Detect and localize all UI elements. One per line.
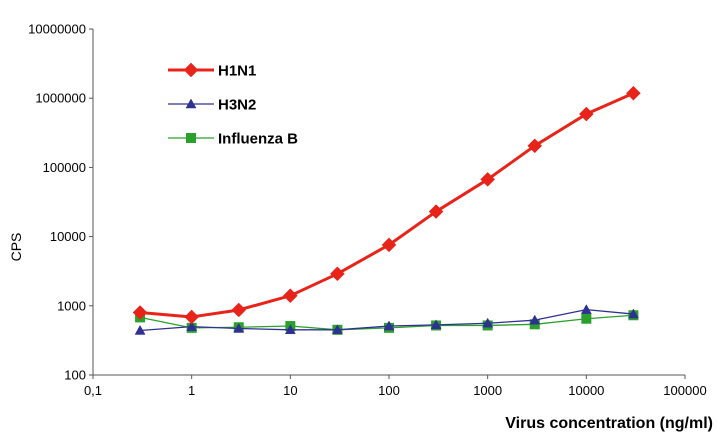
data-point-h3n2 bbox=[134, 324, 146, 335]
y-axis-title: CPS bbox=[8, 233, 24, 262]
legend-item-h1n1: H1N1 bbox=[168, 63, 256, 80]
y-tick-label: 10000000 bbox=[28, 22, 86, 37]
data-point-h3n2 bbox=[482, 317, 494, 328]
data-point-h1n1 bbox=[330, 266, 345, 282]
series-h1n1 bbox=[132, 85, 641, 325]
data-point-h1n1 bbox=[527, 138, 543, 154]
legend-item-h3n2: H3N2 bbox=[168, 97, 256, 114]
y-tick-label: 1000 bbox=[57, 298, 86, 313]
data-point-h3n2 bbox=[529, 314, 541, 325]
legend-item-influenza-b: Influenza B bbox=[168, 131, 298, 148]
y-tick-label: 1000000 bbox=[35, 91, 86, 106]
legend-marker-h1n1 bbox=[183, 62, 199, 78]
legend-marker-influenza-b bbox=[186, 133, 196, 143]
x-tick-label: 10000 bbox=[568, 383, 604, 398]
y-tick-label: 100 bbox=[64, 368, 86, 383]
data-point-influenza-b bbox=[581, 313, 592, 324]
y-tick-label: 10000 bbox=[50, 229, 86, 244]
data-point-h1n1 bbox=[626, 85, 641, 101]
x-axis-title: Virus concentration (ng/ml) bbox=[505, 415, 713, 432]
legend-label-h3n2: H3N2 bbox=[218, 97, 256, 114]
tick-labels: 100 1000 10000 100000 1000000 10000000 0,1 1 10 1… bbox=[28, 22, 707, 399]
series-group bbox=[132, 85, 641, 335]
data-point-h3n2 bbox=[627, 308, 639, 319]
x-tick-label: 0,1 bbox=[84, 383, 102, 398]
data-point-h1n1 bbox=[282, 288, 298, 304]
x-tick-label: 1000 bbox=[473, 383, 502, 398]
x-tick-label: 10 bbox=[283, 383, 297, 398]
data-point-h1n1 bbox=[132, 305, 148, 320]
data-point-h1n1 bbox=[381, 237, 397, 253]
data-point-h3n2 bbox=[186, 321, 198, 331]
legend-label-h1n1: H1N1 bbox=[218, 63, 256, 80]
data-point-h1n1 bbox=[184, 309, 200, 325]
data-point-h1n1 bbox=[231, 302, 247, 318]
data-point-h3n2 bbox=[383, 320, 395, 331]
legend-label-influenza-b: Influenza B bbox=[218, 131, 298, 148]
x-tick-label: 1 bbox=[188, 383, 195, 398]
data-point-h3n2 bbox=[233, 322, 245, 333]
data-point-h1n1 bbox=[578, 106, 594, 122]
data-point-h3n2 bbox=[580, 304, 592, 314]
legend: H1N1 H3N2 Influenza B bbox=[168, 63, 298, 148]
x-tick-label: 100 bbox=[378, 383, 400, 398]
data-point-h1n1 bbox=[480, 172, 496, 187]
legend-marker-h3n2 bbox=[185, 98, 197, 109]
series-h3n2 bbox=[134, 304, 639, 335]
data-point-h3n2 bbox=[331, 324, 343, 335]
x-tick-label: 100000 bbox=[663, 383, 706, 398]
series-line-h1n1 bbox=[139, 91, 635, 319]
data-point-h3n2 bbox=[284, 324, 296, 335]
y-tick-label: 100000 bbox=[43, 160, 86, 175]
data-point-h3n2 bbox=[430, 319, 442, 330]
data-point-h1n1 bbox=[428, 204, 444, 219]
axes bbox=[89, 28, 686, 379]
